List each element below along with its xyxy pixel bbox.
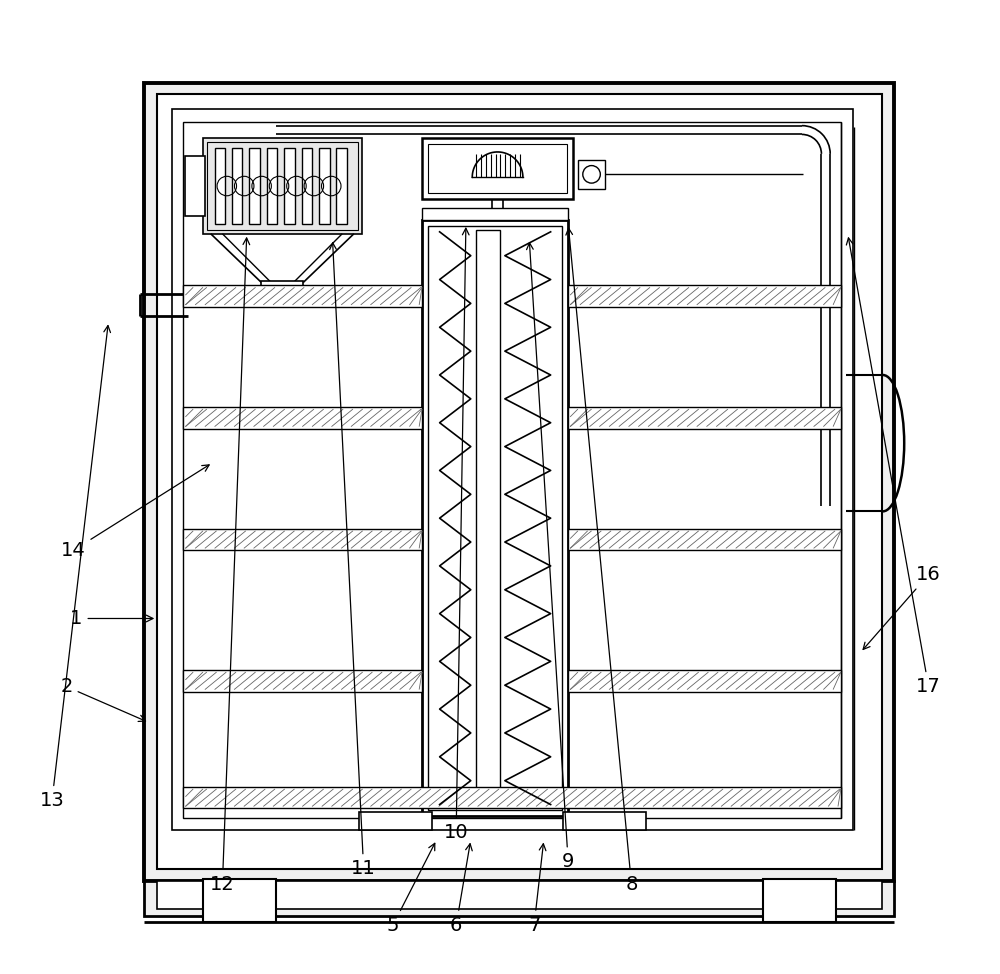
Text: 10: 10	[444, 228, 469, 843]
Bar	[183, 285, 422, 307]
Text: 7: 7	[528, 843, 546, 935]
Bar	[267, 148, 277, 224]
Bar	[157, 881, 882, 909]
Bar	[763, 879, 836, 922]
Text: 13: 13	[40, 325, 110, 810]
Bar	[261, 281, 303, 296]
Bar	[302, 148, 312, 224]
Bar	[144, 83, 894, 881]
Bar	[422, 208, 568, 220]
Bar	[568, 529, 841, 550]
Bar	[284, 148, 295, 224]
Text: 6: 6	[450, 843, 472, 935]
Bar	[336, 148, 347, 224]
Text: 8: 8	[566, 228, 638, 894]
Bar	[183, 787, 841, 808]
Bar	[144, 881, 894, 916]
Bar	[183, 122, 841, 818]
Text: 16: 16	[863, 565, 941, 650]
Bar	[422, 138, 573, 199]
Bar	[476, 230, 500, 806]
Bar	[568, 670, 841, 692]
Bar	[215, 148, 225, 224]
Text: 17: 17	[846, 238, 941, 696]
Bar	[172, 109, 853, 830]
Bar	[563, 812, 646, 830]
Bar	[359, 812, 432, 830]
Bar	[183, 529, 422, 550]
Text: 5: 5	[387, 843, 435, 935]
Bar	[183, 670, 422, 692]
Text: 9: 9	[527, 243, 574, 872]
Bar	[232, 148, 242, 224]
Bar	[203, 138, 362, 234]
Bar	[428, 226, 562, 810]
Bar	[319, 148, 330, 224]
Bar	[249, 148, 260, 224]
Text: 1: 1	[70, 609, 153, 628]
Bar	[183, 407, 422, 429]
Bar	[568, 285, 841, 307]
Bar	[185, 156, 205, 216]
Text: 14: 14	[61, 465, 209, 560]
Bar	[203, 879, 276, 922]
Bar	[568, 407, 841, 429]
Text: 12: 12	[210, 238, 250, 894]
Text: 11: 11	[330, 243, 376, 879]
Bar	[157, 94, 882, 869]
Bar	[578, 160, 605, 189]
Bar	[207, 142, 358, 230]
Text: 2: 2	[60, 677, 146, 722]
Bar	[428, 144, 567, 193]
Bar	[422, 220, 568, 816]
